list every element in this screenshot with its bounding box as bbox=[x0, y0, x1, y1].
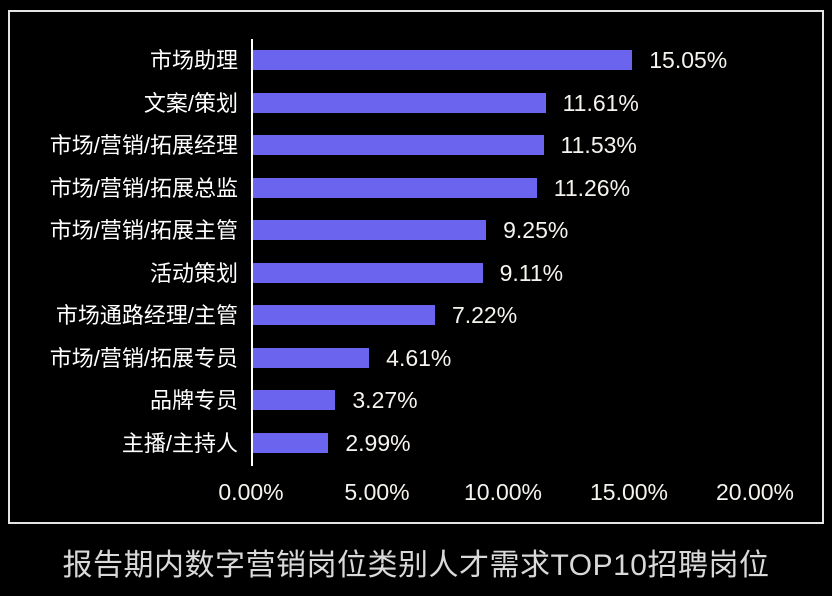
bar bbox=[253, 135, 544, 156]
bar-value-label: 2.99% bbox=[345, 429, 411, 456]
bar bbox=[253, 177, 537, 198]
bar-category-label: 市场/营销/拓展经理 bbox=[49, 133, 238, 159]
bar-row: 文案/策划 11.61% bbox=[10, 82, 822, 125]
bar-category-label: 市场/营销/拓展总监 bbox=[49, 175, 238, 201]
bar-category-label: 文案/策划 bbox=[143, 90, 238, 116]
bar bbox=[253, 50, 633, 70]
x-axis-tick-label: 20.00% bbox=[715, 479, 795, 505]
chart-title: 报告期内数字营销岗位类别人才需求TOP10招聘岗位 bbox=[62, 549, 770, 582]
bar-value-label: 4.61% bbox=[386, 344, 452, 371]
x-axis-tick-label: 5.00% bbox=[344, 479, 410, 505]
bar-row: 市场/营销/拓展总监 11.26% bbox=[10, 167, 822, 210]
bar-value-label: 11.53% bbox=[560, 132, 637, 159]
bar-row: 市场/营销/拓展主管 9.25% bbox=[10, 209, 822, 252]
bar-category-label: 市场/营销/拓展主管 bbox=[49, 218, 238, 244]
bar-category-label: 品牌专员 bbox=[149, 388, 238, 414]
bar-value-label: 9.11% bbox=[499, 259, 564, 286]
bar bbox=[253, 305, 435, 326]
bar-value-label: 11.61% bbox=[562, 89, 639, 116]
x-axis-tick-label: 15.00% bbox=[589, 479, 669, 505]
bar-category-label: 活动策划 bbox=[149, 260, 238, 286]
bar-row: 市场通路经理/主管 7.22% bbox=[10, 294, 822, 337]
bar-row: 活动策划 9.11% bbox=[10, 252, 822, 295]
bar-row: 市场/营销/拓展专员 4.61% bbox=[10, 337, 822, 380]
bar-category-label: 市场/营销/拓展专员 bbox=[49, 345, 238, 371]
bar-row: 市场助理 15.05% bbox=[10, 39, 822, 82]
bar-row: 品牌专员 3.27% bbox=[10, 379, 822, 422]
bar bbox=[253, 92, 546, 113]
bar-value-label: 3.27% bbox=[352, 387, 418, 414]
bar-value-label: 11.26% bbox=[553, 174, 631, 201]
bar-row: 主播/主持人 2.99% bbox=[10, 422, 822, 465]
chart-plot: 市场助理 15.05% 文案/策划 11.61% 市场/营销/拓展经理 11.53% 市场/… bbox=[10, 12, 822, 522]
bar-value-label: 15.05% bbox=[649, 47, 728, 73]
x-axis-tick-label: 10.00% bbox=[463, 479, 543, 505]
bar bbox=[253, 390, 336, 411]
y-axis-line bbox=[251, 39, 253, 466]
bar-category-label: 市场通路经理/主管 bbox=[55, 303, 238, 329]
bar-value-label: 9.25% bbox=[503, 217, 569, 244]
bar bbox=[253, 432, 329, 453]
x-axis-tick-label: 0.00% bbox=[218, 479, 284, 505]
bar-category-label: 市场助理 bbox=[149, 48, 238, 73]
bar-value-label: 7.22% bbox=[451, 302, 518, 329]
bar bbox=[253, 347, 370, 368]
bar bbox=[253, 262, 483, 283]
chart-frame: 市场助理 15.05% 文案/策划 11.61% 市场/营销/拓展经理 11.53% 市场/… bbox=[8, 10, 824, 524]
bar-category-label: 主播/主持人 bbox=[121, 430, 238, 456]
bar bbox=[253, 220, 487, 241]
bar-row: 市场/营销/拓展经理 11.53% bbox=[10, 124, 822, 167]
x-axis-ticks: 0.00% 5.00% 10.00% 15.00% 20.00% bbox=[10, 478, 822, 506]
